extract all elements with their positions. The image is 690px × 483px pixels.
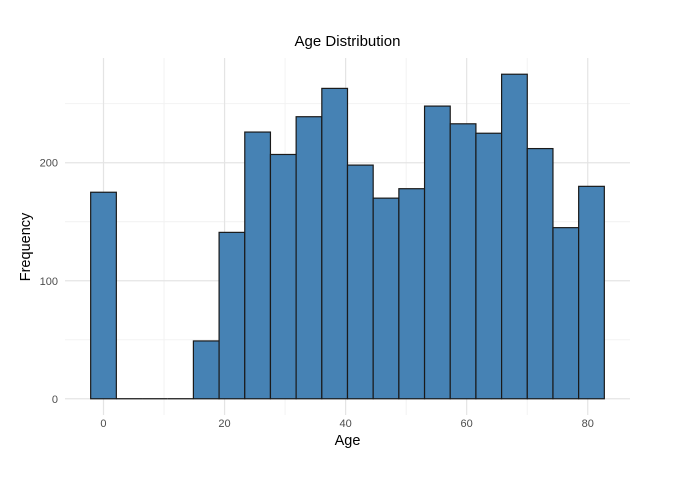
histogram-bar — [218, 231, 246, 400]
x-tick-label: 0 — [100, 418, 106, 430]
histogram-bar — [244, 131, 272, 400]
histogram-bar — [372, 197, 400, 400]
histogram-bar — [321, 87, 349, 400]
histogram-bar — [449, 123, 477, 400]
histogram-bar — [398, 188, 426, 400]
x-axis-title: Age — [335, 433, 361, 449]
x-tick-label: 80 — [582, 418, 594, 430]
histogram-bar — [90, 191, 117, 400]
y-tick-label: 100 — [40, 276, 58, 288]
histogram-bar — [552, 227, 580, 400]
histogram-bar — [295, 116, 323, 400]
histogram-bar — [526, 147, 554, 400]
histogram-bar — [423, 105, 451, 400]
y-tick-label: 0 — [52, 394, 58, 406]
y-axis-title: Frequency — [18, 212, 34, 281]
x-tick-label: 40 — [339, 418, 351, 430]
chart-title: Age Distribution — [295, 33, 401, 50]
histogram-bar — [578, 185, 605, 400]
histogram-bars — [90, 73, 605, 400]
histogram-bar — [501, 73, 528, 400]
histogram-bar — [346, 164, 374, 400]
histogram-bar — [475, 132, 503, 400]
x-tick-label: 60 — [461, 418, 473, 430]
histogram-bar — [192, 340, 220, 400]
histogram-bar — [269, 153, 297, 400]
axis-tick-labels: 0 20 40 60 80 0 100 200 — [40, 158, 594, 430]
x-tick-label: 20 — [218, 418, 230, 430]
y-tick-label: 200 — [40, 158, 58, 170]
